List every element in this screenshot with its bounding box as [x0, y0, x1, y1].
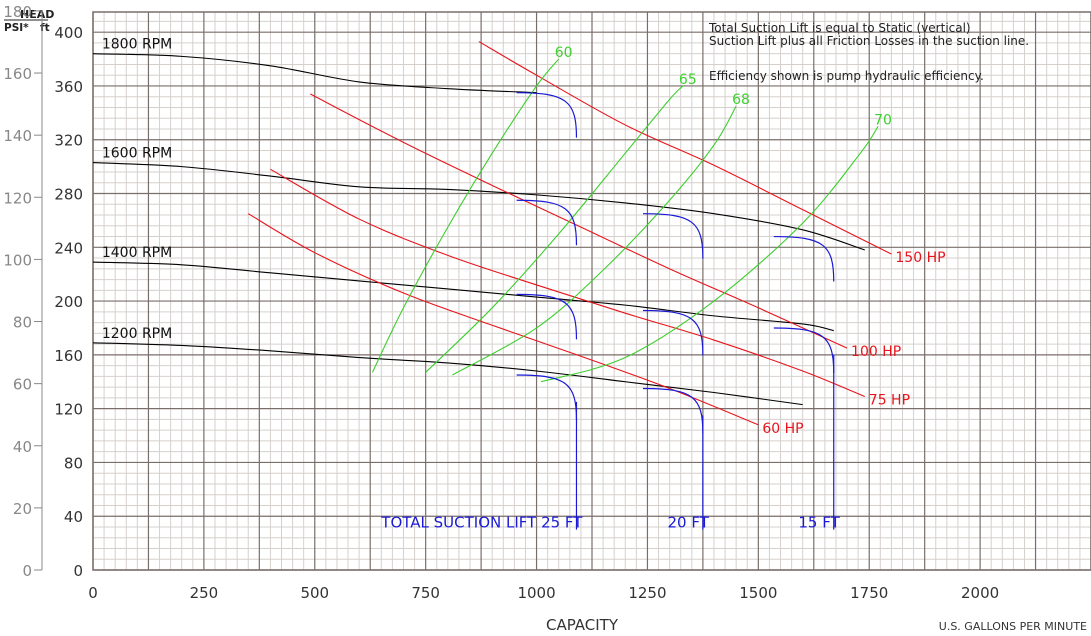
efficiency-curve-label: 68 — [732, 92, 750, 108]
speed-curves: 1800 RPM 1600 RPM 1400 RPM 1200 RPM — [92, 37, 865, 406]
y-tick-label-psi: 140 — [3, 127, 32, 145]
x-tick-label: 1000 — [517, 584, 555, 602]
speed-curve-label: 1200 RPM — [102, 326, 172, 342]
suction-branch — [643, 387, 704, 434]
suction-curve-label: 20 FT — [667, 514, 709, 532]
y-axis-left: HEAD PSI* ft 040801201602002402803203604… — [3, 3, 83, 580]
y-tick-label-psi: 180 — [3, 3, 32, 21]
x-tick-label: 1250 — [628, 584, 666, 602]
suction-curves: TOTAL SUCTION LIFT 25 FT 20 FT 15 FT — [380, 92, 841, 532]
power-curve — [478, 41, 892, 255]
y-tick-label-psi: 20 — [13, 500, 32, 518]
x-axis: CAPACITY U.S. GALLONS PER MINUTE 0 250 500… — [88, 584, 1087, 634]
y-tick-label-psi: 40 — [13, 438, 32, 456]
x-tick-label: 1750 — [850, 584, 888, 602]
suction-branch — [773, 327, 835, 373]
y-tick-label-ft: 40 — [64, 508, 83, 526]
speed-curve-label: 1400 RPM — [102, 245, 172, 261]
y-tick-label-ft: 320 — [54, 132, 83, 150]
notes: Total Suction Lift is equal to Static (v… — [708, 21, 1029, 83]
y-tick-label-psi: 120 — [3, 189, 32, 207]
x-tick-label: 750 — [411, 584, 440, 602]
power-curve-label: 150 HP — [895, 250, 945, 266]
power-curve-label: 100 HP — [851, 344, 901, 360]
efficiency-curve-label: 70 — [874, 112, 892, 128]
power-curve-label: 60 HP — [762, 421, 803, 437]
suction-branch — [516, 293, 578, 340]
y-tick-label-ft: 160 — [54, 347, 83, 365]
y-tick-label-ft: 280 — [54, 186, 83, 204]
y-tick-label-ft: 360 — [54, 78, 83, 96]
x-tick-label: 1500 — [739, 584, 777, 602]
y-tick-label-psi: 80 — [13, 314, 32, 332]
suction-branch — [516, 92, 578, 138]
suction-branch — [643, 309, 704, 356]
suction-branch — [773, 235, 835, 282]
x-tick-label: 2000 — [961, 584, 999, 602]
power-curve — [310, 93, 848, 349]
plot-border — [92, 11, 1091, 571]
y-tick-label-psi: 100 — [3, 251, 32, 269]
x-axis-title: CAPACITY — [546, 616, 619, 634]
suction-branch — [516, 374, 578, 421]
efficiency-curve-label: 65 — [679, 72, 697, 88]
note-line-1: Total Suction Lift is equal to Static (v… — [708, 21, 971, 35]
grid-major — [92, 11, 1091, 571]
note-line-2: Suction Lift plus all Friction Losses in… — [709, 34, 1029, 48]
y-tick-label-ft: 240 — [54, 239, 83, 257]
x-tick-label: 500 — [300, 584, 329, 602]
x-tick-label: 0 — [88, 584, 98, 602]
speed-curve-label: 1600 RPM — [102, 146, 172, 162]
power-curve — [270, 168, 865, 398]
speed-curve — [92, 261, 834, 332]
head-header: HEAD — [20, 8, 54, 21]
efficiency-curve — [425, 85, 684, 373]
x-tick-label: 250 — [190, 584, 219, 602]
power-curve — [247, 213, 759, 426]
efficiency-curves: 60 65 68 70 — [371, 45, 892, 383]
suction-curve-label: 15 FT — [798, 514, 840, 532]
y-tick-label-ft: 120 — [54, 401, 83, 419]
speed-curve-label: 1800 RPM — [102, 37, 172, 53]
y-tick-label-ft: 0 — [73, 562, 83, 580]
power-curve-label: 75 HP — [869, 393, 910, 409]
y-tick-label-ft: 80 — [64, 454, 83, 472]
x-axis-unit: U.S. GALLONS PER MINUTE — [939, 620, 1087, 633]
y-tick-label-psi: 160 — [3, 65, 32, 83]
efficiency-curve — [540, 125, 879, 383]
y-tick-label-ft: 400 — [54, 24, 83, 42]
efficiency-curve — [452, 105, 737, 376]
speed-curve — [92, 53, 537, 94]
y-tick-label-ft: 200 — [54, 293, 83, 311]
suction-branch — [643, 213, 704, 259]
note-line-3: Efficiency shown is pump hydraulic effic… — [709, 69, 984, 83]
y-tick-label-psi: 0 — [22, 562, 32, 580]
efficiency-curve-label: 60 — [555, 45, 573, 61]
power-curves: 150 HP 100 HP 75 HP 60 HP — [247, 41, 946, 437]
ft-unit-label: ft — [40, 22, 50, 34]
speed-curve — [92, 162, 865, 251]
suction-branch — [516, 199, 578, 246]
suction-curve-label: TOTAL SUCTION LIFT 25 FT — [380, 514, 583, 532]
efficiency-curve — [371, 58, 560, 373]
y-tick-label-psi: 60 — [13, 376, 32, 394]
speed-curve — [92, 342, 803, 406]
psi-unit-label: PSI* — [4, 22, 29, 34]
